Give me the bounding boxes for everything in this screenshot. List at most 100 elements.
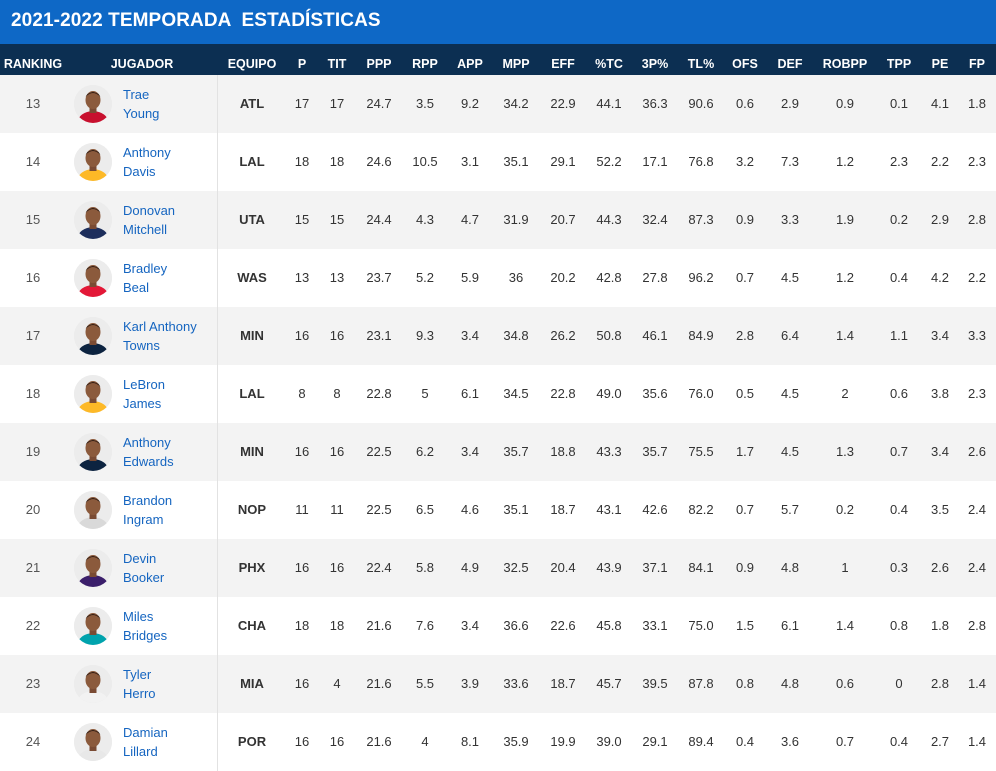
header-mpp[interactable]: MPP [502,57,530,71]
player-first-name[interactable]: Brandon [123,493,173,508]
player-avatar-icon[interactable] [74,665,112,703]
player-first-name[interactable]: Damian [123,725,168,740]
header-p[interactable]: P [297,57,307,71]
player-avatar-icon[interactable] [74,723,112,761]
stat-fp: 2.8 [967,212,987,227]
header-tpp[interactable]: TPP [886,57,912,71]
header-def[interactable]: DEF [777,57,803,71]
player-name-link[interactable]: Brandon Ingram [123,481,172,539]
player-avatar-icon[interactable] [74,317,112,355]
stat-tc-pct: 45.8 [596,618,622,633]
player-name-link[interactable]: LeBron James [123,365,165,423]
player-avatar-icon[interactable] [74,491,112,529]
player-name-link[interactable]: Miles Bridges [123,597,167,655]
player-first-name[interactable]: Miles [123,609,154,624]
player-avatar-icon[interactable] [74,549,112,587]
player-first-name[interactable]: Devin [123,551,157,566]
header-eff[interactable]: EFF [551,57,575,71]
header-3p-pct[interactable]: 3P% [641,57,669,71]
stat-app: 4.7 [460,212,480,227]
stat-ppp: 23.1 [366,328,392,343]
stat-ppp: 22.8 [366,386,392,401]
column-divider [217,597,218,655]
player-name-link[interactable]: Karl Anthony Towns [123,307,197,365]
player-last-name[interactable]: Edwards [123,454,174,469]
player-name-link[interactable]: Donovan Mitchell [123,191,175,249]
player-first-name[interactable]: LeBron [123,377,165,392]
player-last-name[interactable]: Herro [123,686,156,701]
stat-rpp: 9.3 [415,328,435,343]
stat-app: 3.4 [460,618,480,633]
stat-ofs: 0.5 [735,386,755,401]
header-tc-pct[interactable]: %TC [595,57,623,71]
header-rpp[interactable]: RPP [412,57,438,71]
player-name-link[interactable]: Trae Young [123,75,159,133]
stat-mpp: 35.1 [503,154,529,169]
player-name-link[interactable]: Damian Lillard [123,713,168,771]
player-avatar-icon[interactable] [74,259,112,297]
stat-p: 8 [298,386,306,401]
stat-p: 16 [294,676,310,691]
stat-pe: 3.8 [930,386,950,401]
player-avatar-icon[interactable] [74,85,112,123]
stat-tit: 13 [329,270,345,285]
player-last-name[interactable]: James [123,396,162,411]
player-last-name[interactable]: Beal [123,280,150,295]
stat-def: 4.5 [780,386,800,401]
player-first-name[interactable]: Bradley [123,261,168,276]
player-last-name[interactable]: Davis [123,164,156,179]
stat-tl-pct: 75.5 [688,444,714,459]
stat-tl-pct: 82.2 [688,502,714,517]
player-name-link[interactable]: Anthony Davis [123,133,171,191]
table-row: 22 Miles Bridges CHA 18 18 21.6 7.6 3.4 36.6 22.6 4… [0,597,996,655]
player-name-link[interactable]: Devin Booker [123,539,164,597]
player-last-name[interactable]: Towns [123,338,160,353]
player-avatar-icon[interactable] [74,375,112,413]
player-name-link[interactable]: Bradley Beal [123,249,167,307]
stat-app: 3.4 [460,444,480,459]
column-divider [217,75,218,133]
header-tit[interactable]: TIT [327,57,347,71]
player-first-name[interactable]: Tyler [123,667,152,682]
stat-pe: 4.2 [930,270,950,285]
player-last-name[interactable]: Ingram [123,512,164,527]
header-ppp[interactable]: PPP [366,57,392,71]
column-divider [217,423,218,481]
player-first-name[interactable]: Karl Anthony [123,319,197,334]
stat-3p-pct: 46.1 [642,328,668,343]
player-avatar-icon[interactable] [74,201,112,239]
player-first-name[interactable]: Anthony [123,145,171,160]
header-fp[interactable]: FP [969,57,985,71]
header-ranking[interactable]: RANKING [3,57,63,71]
stat-mpp: 36 [508,270,524,285]
player-first-name[interactable]: Trae [123,87,150,102]
header-tl-pct[interactable]: TL% [687,57,715,71]
stat-pe: 1.8 [930,618,950,633]
player-last-name[interactable]: Mitchell [123,222,168,237]
player-avatar-icon[interactable] [74,607,112,645]
header-app[interactable]: APP [457,57,483,71]
stat-ofs: 1.7 [735,444,755,459]
table-row: 16 Bradley Beal WAS 13 13 23.7 5.2 5.9 36 20.2 42.8… [0,249,996,307]
player-last-name[interactable]: Bridges [123,628,168,643]
player-avatar-icon[interactable] [74,433,112,471]
player-last-name[interactable]: Booker [123,570,165,585]
header-jugador[interactable]: JUGADOR [110,57,174,71]
header-ofs[interactable]: OFS [732,57,758,71]
stat-tpp: 2.3 [889,154,909,169]
header-robpp[interactable]: ROBPP [822,57,868,71]
player-last-name[interactable]: Lillard [123,744,158,759]
stat-rpp: 3.5 [415,96,435,111]
stat-tpp: 0.4 [889,502,909,517]
stat-tl-pct: 76.0 [688,386,714,401]
header-pe[interactable]: PE [931,57,949,71]
player-first-name[interactable]: Anthony [123,435,171,450]
stat-tit: 4 [333,676,341,691]
player-avatar-icon[interactable] [74,143,112,181]
player-first-name[interactable]: Donovan [123,203,176,218]
player-name-link[interactable]: Anthony Edwards [123,423,174,481]
player-last-name[interactable]: Young [123,106,160,121]
stat-3p-pct: 35.7 [642,444,668,459]
player-name-link[interactable]: Tyler Herro [123,655,156,713]
header-equipo[interactable]: EQUIPO [227,57,277,71]
